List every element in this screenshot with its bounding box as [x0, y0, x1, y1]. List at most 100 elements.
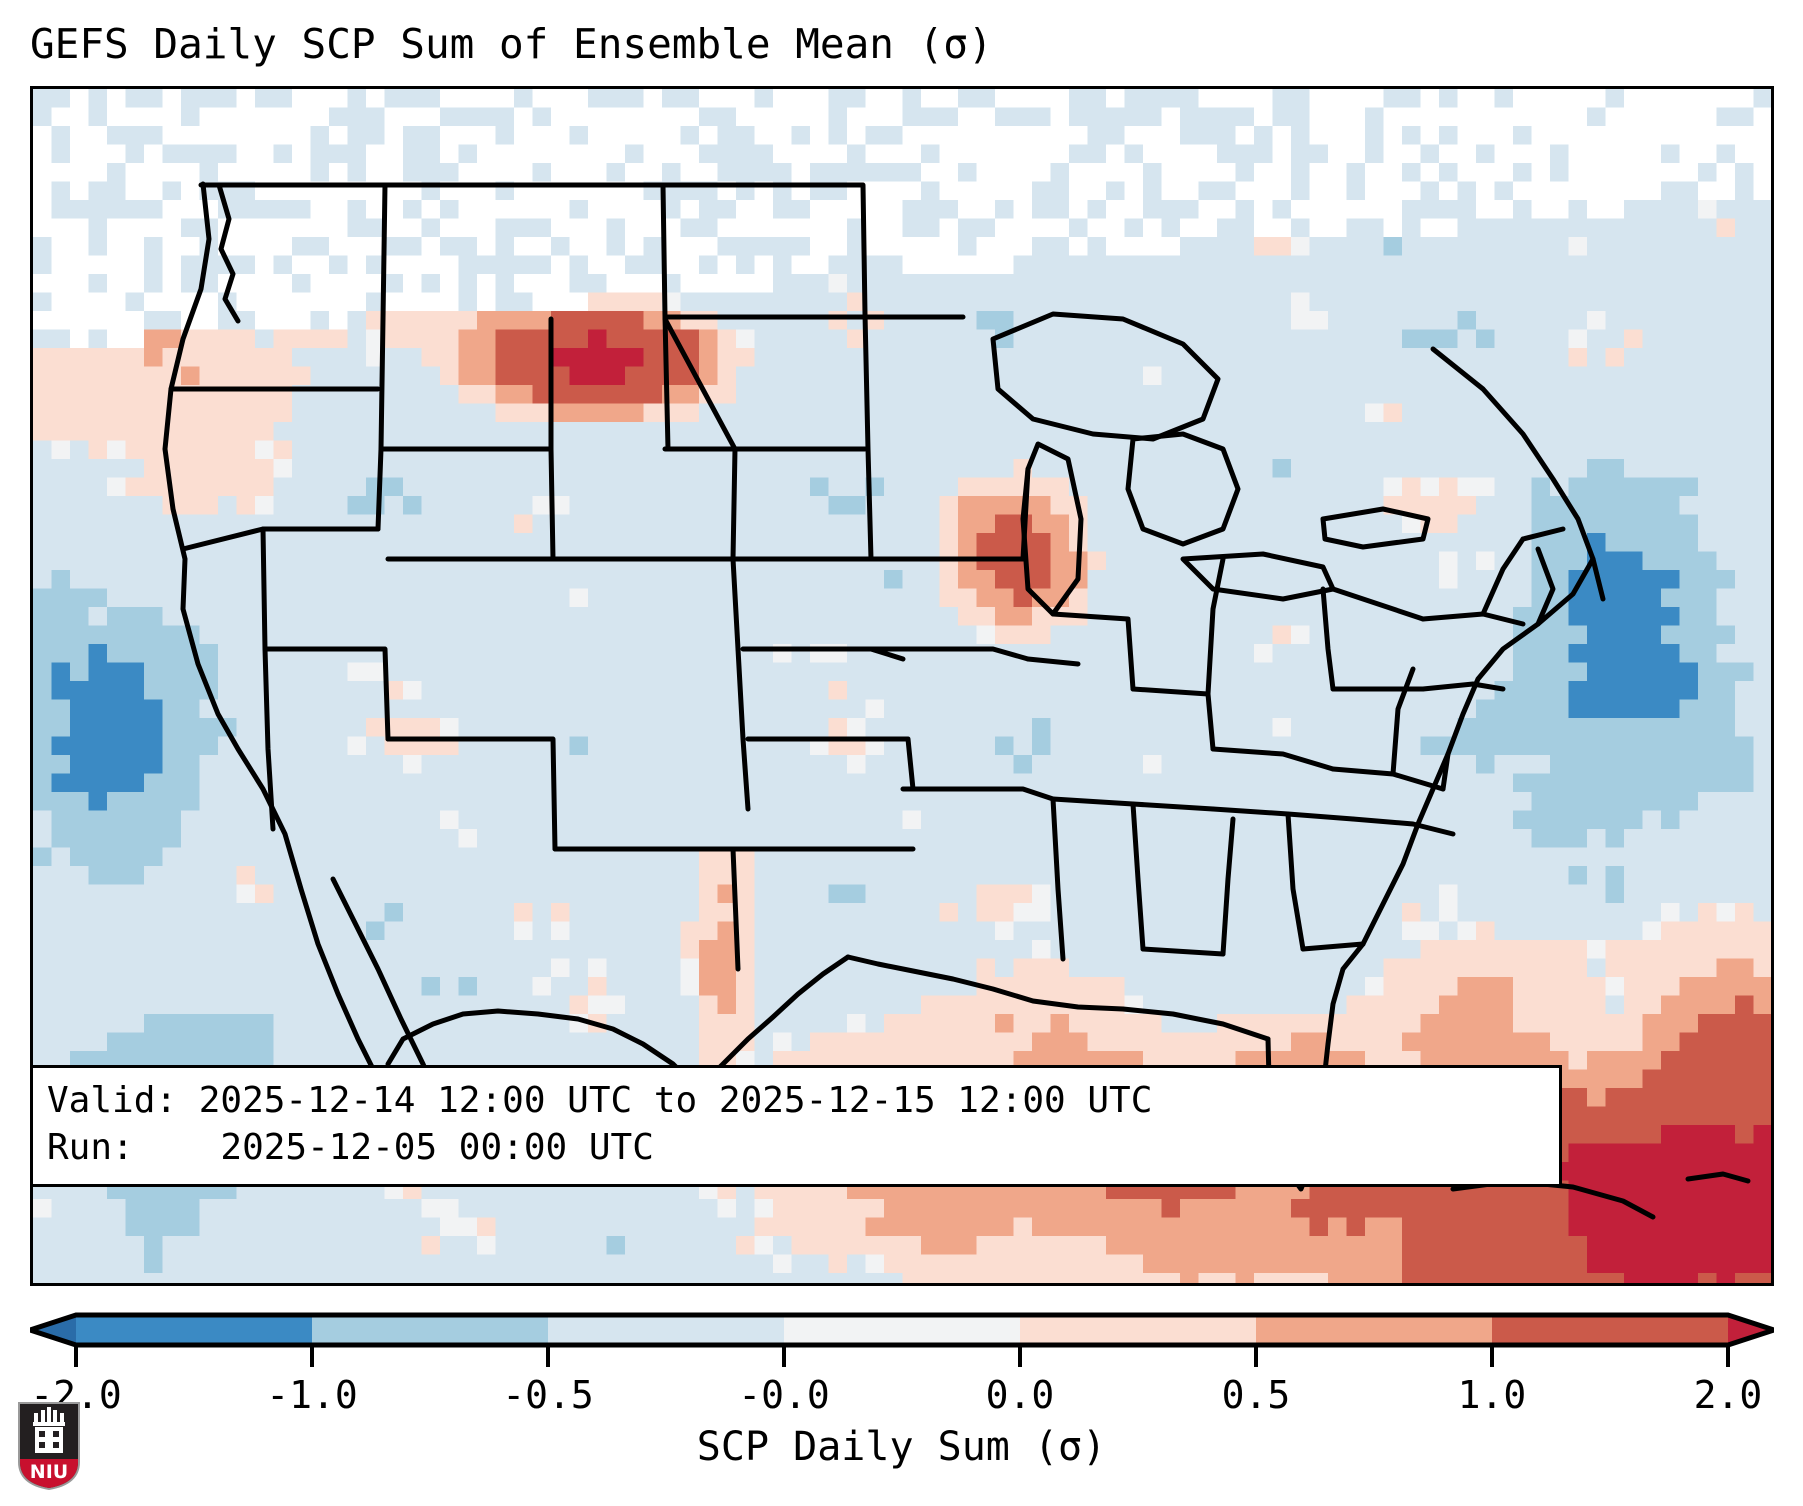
heatmap-cell: [828, 977, 848, 997]
heatmap-cell: [1587, 89, 1607, 109]
heatmap-cell: [1383, 514, 1403, 534]
heatmap-cell: [1106, 533, 1126, 553]
heatmap-cell: [1642, 958, 1662, 978]
heatmap-cell: [1753, 366, 1771, 386]
heatmap-cell: [1161, 218, 1181, 238]
heatmap-cell: [1013, 237, 1033, 257]
heatmap-cell: [1013, 329, 1033, 349]
heatmap-cell: [662, 459, 682, 479]
heatmap-cell: [1494, 699, 1514, 719]
heatmap-cell: [884, 274, 904, 294]
heatmap-cell: [606, 792, 626, 812]
heatmap-cell: [125, 496, 145, 516]
heatmap-cell: [1457, 662, 1477, 682]
heatmap-cell: [458, 366, 478, 386]
heatmap-cell: [1161, 718, 1181, 738]
heatmap-cell: [1180, 625, 1200, 645]
heatmap-cell: [1087, 903, 1107, 923]
heatmap-cell: [495, 477, 515, 497]
heatmap-cell: [144, 644, 164, 664]
heatmap-cell: [736, 847, 756, 867]
heatmap-cell: [1254, 477, 1274, 497]
heatmap-cell: [1106, 977, 1126, 997]
heatmap-cell: [1624, 348, 1644, 368]
heatmap-cell: [421, 274, 441, 294]
heatmap-cell: [403, 958, 423, 978]
heatmap-cell: [514, 237, 534, 257]
heatmap-cell: [440, 977, 460, 997]
heatmap-cell: [1568, 625, 1588, 645]
heatmap-cell: [847, 847, 867, 867]
heatmap-cell: [1402, 792, 1422, 812]
heatmap-cell: [1753, 662, 1771, 682]
heatmap-cell: [1124, 403, 1144, 423]
heatmap-cell: [1513, 126, 1533, 146]
heatmap-cell: [995, 218, 1015, 238]
heatmap-cell: [1346, 385, 1366, 405]
heatmap-cell: [939, 921, 959, 941]
heatmap-cell: [440, 477, 460, 497]
heatmap-cell: [1605, 884, 1625, 904]
heatmap-cell: [1087, 237, 1107, 257]
heatmap-cell: [1661, 736, 1681, 756]
heatmap-cell: [384, 348, 404, 368]
heatmap-cell: [1272, 218, 1292, 238]
heatmap-cell: [51, 847, 71, 867]
heatmap-cell: [51, 810, 71, 830]
heatmap-cell: [458, 144, 478, 164]
heatmap-cell: [51, 644, 71, 664]
heatmap-cell: [1698, 422, 1718, 442]
heatmap-cell: [1513, 329, 1533, 349]
heatmap-cell: [162, 274, 182, 294]
heatmap-cell: [1291, 403, 1311, 423]
heatmap-cell: [902, 440, 922, 460]
heatmap-cell: [643, 570, 663, 590]
heatmap-cell: [1476, 126, 1496, 146]
heatmap-cell: [1513, 163, 1533, 183]
heatmap-cell: [588, 1032, 608, 1052]
heatmap-cell: [736, 496, 756, 516]
heatmap-cell: [791, 477, 811, 497]
heatmap-cell: [125, 255, 145, 275]
heatmap-cell: [181, 681, 201, 701]
heatmap-cell: [292, 921, 312, 941]
heatmap-cell: [1439, 144, 1459, 164]
heatmap-cell: [1679, 403, 1699, 423]
heatmap-cell: [144, 884, 164, 904]
heatmap-cell: [33, 514, 53, 534]
heatmap-cell: [828, 477, 848, 497]
heatmap-cell: [773, 533, 793, 553]
heatmap-cell: [1291, 681, 1311, 701]
heatmap-cell: [495, 940, 515, 960]
heatmap-cell: [1439, 866, 1459, 886]
heatmap-cell: [125, 459, 145, 479]
heatmap-cell: [1346, 403, 1366, 423]
heatmap-cell: [1457, 810, 1477, 830]
heatmap-cell: [662, 200, 682, 220]
heatmap-cell: [366, 551, 386, 571]
heatmap-cell: [1661, 533, 1681, 553]
heatmap-cell: [1476, 292, 1496, 312]
heatmap-cell: [1254, 773, 1274, 793]
heatmap-cell: [958, 237, 978, 257]
heatmap-cell: [51, 773, 71, 793]
heatmap-cell: [1587, 903, 1607, 923]
heatmap-cell: [643, 810, 663, 830]
heatmap-cell: [1457, 440, 1477, 460]
heatmap-cell: [255, 89, 275, 109]
heatmap-cell: [33, 903, 53, 923]
heatmap-cell: [884, 570, 904, 590]
heatmap-cell: [995, 829, 1015, 849]
heatmap-cell: [773, 847, 793, 867]
heatmap-cell: [884, 921, 904, 941]
heatmap-cell: [569, 1032, 589, 1052]
heatmap-cell: [810, 200, 830, 220]
heatmap-cell: [1457, 477, 1477, 497]
heatmap-cell: [588, 903, 608, 923]
heatmap-cell: [736, 588, 756, 608]
heatmap-cell: [1550, 1014, 1570, 1034]
heatmap-cell: [1679, 921, 1699, 941]
heatmap-cell: [477, 958, 497, 978]
heatmap-cell: [292, 422, 312, 442]
heatmap-cell: [1568, 921, 1588, 941]
